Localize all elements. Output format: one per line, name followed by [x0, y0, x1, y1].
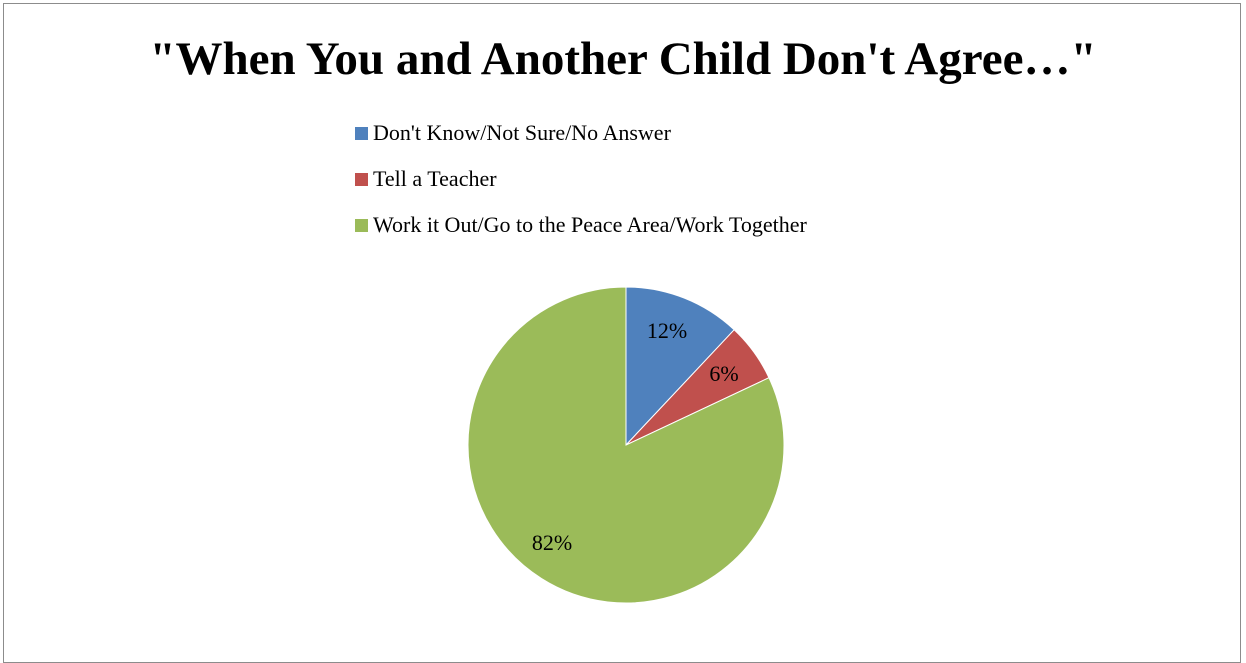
legend-item-tell-teacher: Tell a Teacher	[355, 156, 807, 202]
legend-swatch-work-it-out	[355, 218, 368, 232]
legend-label-dont-know: Don't Know/Not Sure/No Answer	[373, 120, 671, 145]
data-label-work-it-out: 82%	[532, 530, 572, 555]
legend-item-work-it-out: Work it Out/Go to the Peace Area/Work To…	[355, 202, 807, 248]
legend-swatch-tell-teacher	[355, 172, 368, 186]
legend-swatch-dont-know	[355, 126, 368, 140]
pie-slice-dont-know	[625, 286, 735, 447]
chart-title: "When You and Another Child Don't Agree……	[149, 33, 1097, 85]
legend-label-work-it-out: Work it Out/Go to the Peace Area/Work To…	[373, 212, 807, 237]
data-label-dont-know: 12%	[647, 318, 687, 343]
data-label-tell-teacher: 6%	[709, 361, 738, 386]
legend-label-tell-teacher: Tell a Teacher	[373, 166, 497, 191]
pie-slice-work-it-out	[467, 286, 785, 604]
legend-item-dont-know: Don't Know/Not Sure/No Answer	[355, 110, 807, 156]
legend: Don't Know/Not Sure/No Answer Tell a Tea…	[355, 110, 807, 248]
